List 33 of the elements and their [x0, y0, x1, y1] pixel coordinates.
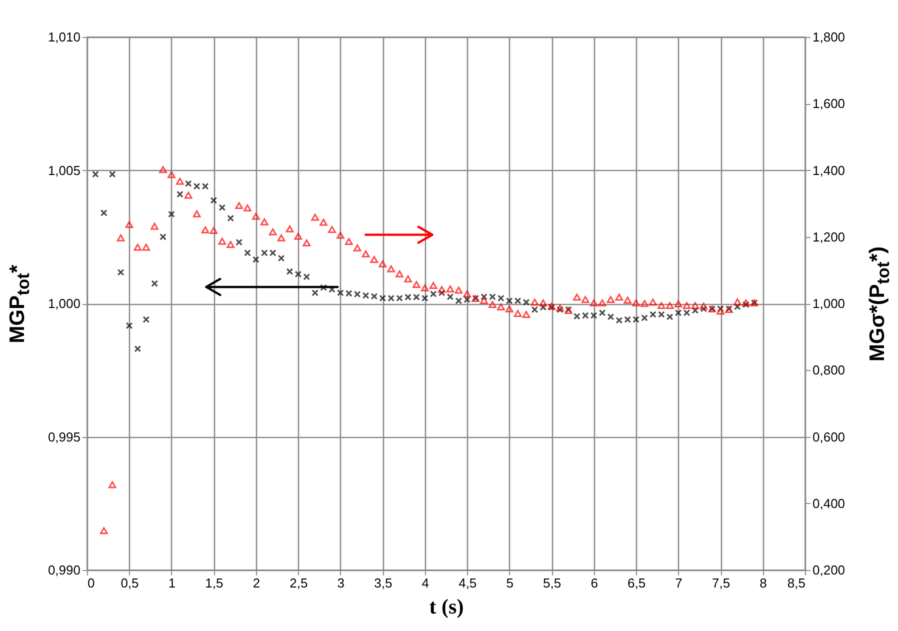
- x-tick-label: 1,5: [205, 576, 224, 590]
- x-tick-label: 8,5: [787, 576, 806, 590]
- x-tick-label: 0,5: [120, 576, 139, 590]
- y-tick-label: 1,000: [48, 296, 80, 311]
- x-tick-label: 5,5: [543, 576, 562, 590]
- x-tick-label: 5: [506, 576, 514, 590]
- y2-tick-label: 1,200: [812, 229, 846, 244]
- x-tick-label: 4,5: [458, 576, 477, 590]
- x-tick-label: 6,5: [628, 576, 646, 590]
- y-tick-label: 1,005: [48, 162, 80, 178]
- x-tick-label: 3: [337, 576, 345, 590]
- x-axis-title: t (s): [429, 594, 464, 618]
- x-tick-label: 7: [675, 576, 682, 590]
- y2-tick-label: 0,600: [812, 429, 846, 444]
- y2-tick-label: 1,600: [812, 96, 846, 112]
- x-tick-label: 4: [422, 576, 429, 590]
- x-tick-label: 1: [168, 576, 176, 590]
- x-tick-label: 8: [760, 576, 767, 590]
- x-tick-label: 6: [590, 576, 598, 590]
- y2-tick-label: 1,400: [812, 162, 846, 178]
- y-tick-label: 1,010: [48, 30, 80, 44]
- y2-tick-label: 0,200: [812, 562, 846, 578]
- y2-tick-label: 0,800: [812, 362, 846, 378]
- x-tick-label: 3,5: [374, 576, 392, 590]
- x-tick-label: 7,5: [712, 576, 730, 590]
- x-tick-label: 2,5: [290, 576, 308, 590]
- y2-tick-label: 1,000: [812, 296, 846, 311]
- y-tick-label: 0,995: [48, 429, 80, 444]
- y2-tick-label: 0,400: [812, 496, 846, 511]
- x-tick-label: 2: [252, 576, 260, 590]
- y-tick-label: 0,990: [48, 562, 80, 578]
- y2-tick-label: 1,800: [812, 30, 846, 44]
- x-tick-label: 0: [88, 576, 95, 590]
